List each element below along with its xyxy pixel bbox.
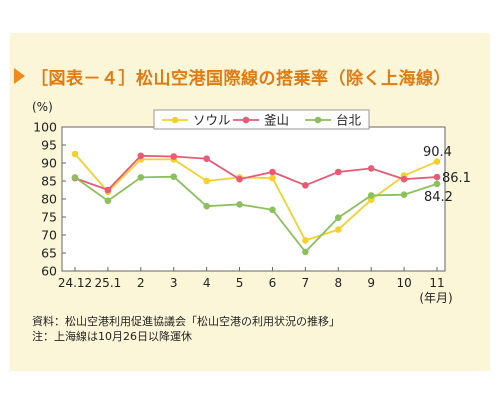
x-tick-label: 7 <box>302 276 310 290</box>
data-point <box>302 182 309 189</box>
legend-swatch-marker <box>171 116 179 124</box>
data-point <box>236 175 243 183</box>
data-point <box>433 173 441 181</box>
data-point <box>104 186 112 194</box>
x-tick-label: 2 <box>137 276 145 290</box>
y-tick-label: 70 <box>41 228 57 243</box>
end-value-label: 90.4 <box>423 145 452 160</box>
x-axis-label: (年月) <box>419 291 452 305</box>
x-tick-label: 4 <box>203 276 211 290</box>
x-tick-label: 3 <box>170 276 178 290</box>
data-point <box>400 191 408 198</box>
x-tick-label: 24.12 <box>58 276 92 290</box>
data-point <box>367 192 375 199</box>
data-point <box>269 168 276 176</box>
x-tick-label: 6 <box>269 276 277 290</box>
data-point <box>170 153 178 160</box>
x-tick-label: 10 <box>396 276 411 290</box>
y-tick-label: 65 <box>41 246 57 261</box>
legend-swatch-marker <box>242 116 250 124</box>
data-point <box>334 168 342 176</box>
data-point <box>137 174 145 181</box>
y-axis-label: (%) <box>32 100 53 114</box>
data-point <box>203 177 210 185</box>
data-point <box>269 174 276 182</box>
x-tick-label: 5 <box>236 276 244 290</box>
chart-title: ［図表－４］松山空港国際線の搭乗率（除く上海線） <box>31 68 451 89</box>
chart-notes: 資料：松山空港利用促進協議会「松山空港の利用状況の推移」 注：上海線は10月26… <box>32 314 340 344</box>
data-point <box>170 173 178 180</box>
legend-entry: ソウル <box>193 113 231 128</box>
legend-entry: 台北 <box>336 113 362 128</box>
data-point <box>71 150 79 158</box>
data-point <box>203 155 210 162</box>
data-point <box>400 175 408 183</box>
legend-entry: 釜山 <box>264 113 289 128</box>
data-point <box>71 174 79 181</box>
legend-box <box>153 109 370 130</box>
x-tick-label: 8 <box>334 276 342 290</box>
y-tick-label: 60 <box>41 264 57 279</box>
end-value-label: 86.1 <box>442 171 471 186</box>
end-value-label: 84.2 <box>424 190 453 205</box>
data-point <box>334 214 342 222</box>
data-point <box>367 165 375 172</box>
data-point <box>203 202 210 210</box>
data-point <box>334 226 342 233</box>
y-tick-label: 85 <box>41 174 57 189</box>
x-tick-label: 11 <box>429 276 444 290</box>
plot-area <box>61 126 446 272</box>
source-note: 資料：松山空港利用促進協議会「松山空港の利用状況の推移」 <box>32 315 340 328</box>
y-tick-label: 80 <box>41 192 57 207</box>
footnote: 注：上海線は10月26日以降運休 <box>32 330 192 343</box>
data-point <box>137 152 145 160</box>
y-tick-label: 95 <box>41 138 57 153</box>
title-arrow-icon <box>14 68 25 84</box>
data-point <box>269 206 276 214</box>
data-point <box>302 237 309 244</box>
x-tick-label: 9 <box>367 276 375 290</box>
legend-swatch-marker <box>314 116 322 124</box>
data-point <box>236 201 243 208</box>
series-line <box>74 175 438 254</box>
x-tick-label: 25.1 <box>95 276 122 290</box>
y-tick-label: 90 <box>41 156 57 171</box>
y-tick-label: 75 <box>41 210 57 225</box>
data-point <box>104 197 112 205</box>
series-line <box>74 154 438 192</box>
y-tick-label: 100 <box>33 120 57 135</box>
data-point <box>302 248 309 256</box>
chart-title-row: ［図表－４］松山空港国際線の搭乗率（除く上海線） <box>14 65 451 89</box>
data-point <box>433 158 441 165</box>
data-point <box>433 180 441 188</box>
